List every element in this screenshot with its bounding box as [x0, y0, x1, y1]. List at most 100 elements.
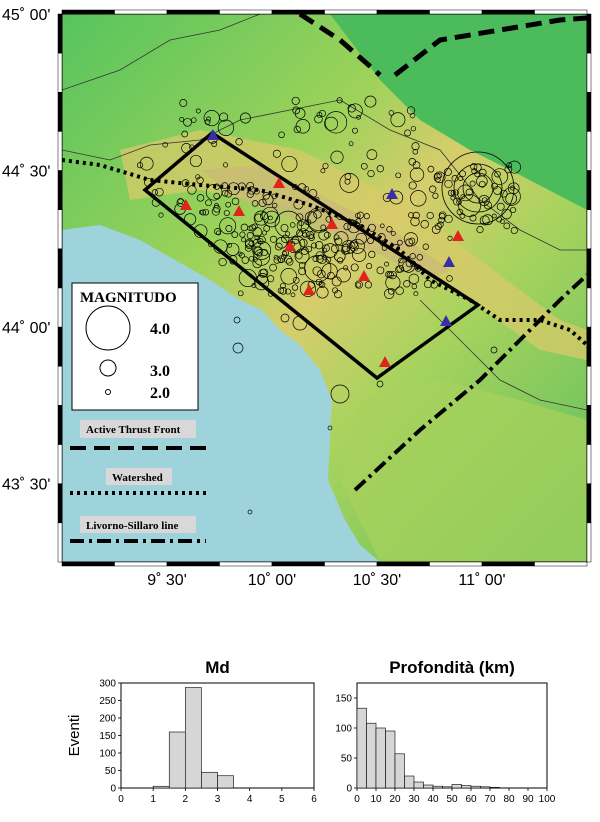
epicentre [296, 229, 304, 237]
epicentre [219, 217, 237, 235]
epicentre [352, 127, 358, 134]
region-border [62, 99, 341, 161]
epicentre [139, 156, 154, 171]
frame-tick [586, 366, 592, 406]
epicentre [390, 112, 406, 128]
epicentre [408, 212, 414, 219]
station-layer [180, 129, 464, 367]
epicentre [363, 213, 370, 220]
histogram-bar [423, 784, 434, 789]
epicentre [392, 244, 401, 253]
epicentre [179, 99, 188, 107]
station-triangle [440, 315, 452, 326]
epicentre [339, 173, 360, 193]
epicentre [227, 182, 240, 196]
histogram-xtick-label: 5 [279, 794, 285, 805]
epicentre [218, 257, 227, 267]
epicentre [280, 268, 297, 285]
epicentre [303, 186, 310, 192]
epicentre [278, 131, 285, 139]
epicentre [405, 259, 414, 268]
histogram-xtick-label: 90 [522, 794, 534, 805]
epicentre [151, 198, 161, 207]
epicentre [322, 162, 329, 170]
epicentre [395, 172, 402, 179]
frame-tick [61, 9, 115, 15]
epicentre [205, 199, 212, 207]
frame-tick [586, 13, 592, 54]
epicentre [321, 247, 328, 253]
epicentre [262, 194, 274, 206]
histogram-xtick-label: 30 [408, 794, 420, 805]
epicentre [316, 111, 323, 118]
epicentre [237, 251, 243, 257]
frame-tick [586, 326, 592, 367]
histogram-bar [470, 785, 481, 789]
frame-tick [586, 287, 592, 328]
longitude-label: 10˚ 00' [248, 572, 296, 589]
epicentre [281, 234, 290, 244]
station-triangle [443, 256, 455, 267]
epicentre [352, 247, 367, 262]
epicentre [427, 165, 435, 173]
histogram-bar [442, 786, 453, 789]
epicentre [343, 222, 351, 231]
latitude-label: 45˚ 00' [2, 7, 50, 24]
epicentre [284, 255, 293, 264]
epicentre [213, 192, 220, 200]
epicentre [304, 219, 310, 225]
histogram-xtick-label: 80 [503, 794, 515, 805]
epicentre [327, 271, 335, 280]
epicentre [412, 211, 420, 220]
epicentre [189, 154, 202, 168]
epicentre [179, 116, 185, 122]
epicentre [284, 288, 292, 295]
frame-tick [166, 561, 220, 567]
epicentre [414, 264, 422, 272]
epicentre [348, 141, 354, 147]
frame-tick [586, 522, 592, 563]
epicentre [476, 175, 488, 188]
epicentre [356, 211, 364, 219]
region-border [62, 14, 261, 91]
epicentre [333, 231, 349, 246]
epicentre [226, 242, 240, 256]
epicentre [434, 222, 442, 231]
epicentre [246, 181, 255, 190]
epicentre [318, 109, 326, 118]
epicentre [324, 111, 348, 134]
epicentre [235, 138, 243, 146]
epicentre [191, 117, 197, 123]
epicentre [491, 168, 509, 185]
histogram-title: Profondità (km) [389, 658, 515, 677]
histogram-bar [461, 785, 472, 789]
frame-tick [586, 52, 592, 93]
histogram-xtick-label: 3 [215, 794, 221, 805]
epicentre [292, 106, 301, 115]
histogram-xtick-label: 50 [446, 794, 458, 805]
epicentre [432, 192, 439, 199]
epicentre [181, 143, 192, 154]
epicentre [357, 224, 365, 231]
epicentre [292, 277, 300, 284]
frame-tick [586, 209, 592, 250]
epicentre [390, 230, 396, 236]
frame-tick [586, 92, 592, 132]
epicentre [397, 239, 403, 246]
epicentre [314, 114, 323, 124]
histogram-xtick-label: 60 [465, 794, 477, 805]
epicentre [261, 206, 279, 224]
epicentre [271, 193, 278, 200]
epicentre [305, 245, 313, 253]
epicentre [202, 208, 210, 216]
epicentre [459, 170, 466, 178]
epicentre [376, 165, 384, 173]
epicentre [453, 197, 461, 206]
histogram-xtick-label: 100 [539, 794, 556, 805]
frame-tick [481, 561, 535, 567]
epicentre [450, 195, 456, 201]
frame-tick [57, 483, 63, 524]
epicentre [298, 267, 307, 276]
station-triangle [303, 284, 315, 295]
histogram-xtick-label: 0 [118, 794, 124, 805]
